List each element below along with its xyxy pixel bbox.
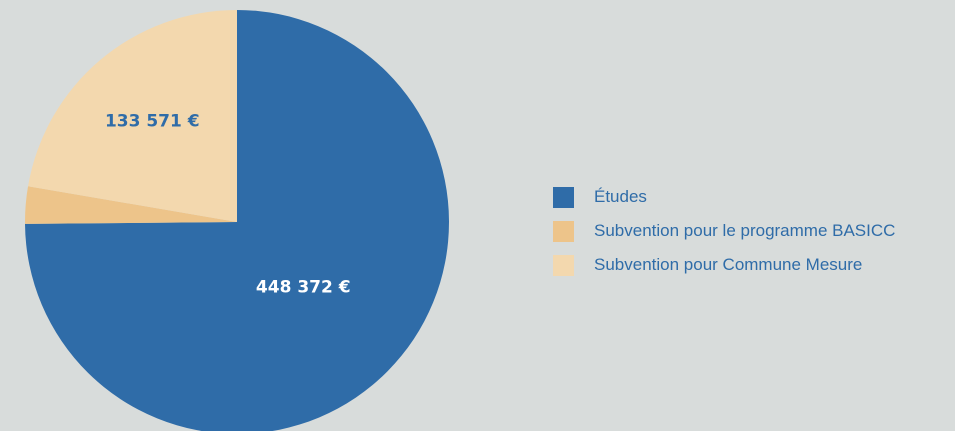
legend-swatch-basicc — [553, 220, 574, 242]
legend-label-basicc: Subvention pour le programme BASICC — [594, 221, 896, 240]
pie-slice-commune-mesure — [28, 10, 237, 222]
legend-item-etudes: Études — [553, 180, 895, 214]
legend-label-etudes: Études — [594, 187, 647, 206]
legend-item-basicc: Subvention pour le programme BASICC — [553, 214, 895, 248]
pie-label-commune-mesure: 133 571 € — [105, 112, 200, 132]
legend-item-commune-mesure: Subvention pour Commune Mesure — [553, 248, 895, 282]
pie-slices — [25, 10, 449, 431]
legend-label-commune-mesure: Subvention pour Commune Mesure — [594, 255, 863, 274]
pie-slice-etudes — [25, 10, 449, 431]
pie-slice-basicc — [25, 186, 237, 224]
legend-swatch-etudes — [553, 186, 574, 208]
pie-labels: 448 372 € 133 571 € — [105, 112, 351, 298]
legend-swatch-commune-mesure — [553, 254, 574, 276]
chart-legend: Études Subvention pour le programme BASI… — [553, 180, 895, 282]
pie-label-etudes: 448 372 € — [256, 278, 351, 298]
